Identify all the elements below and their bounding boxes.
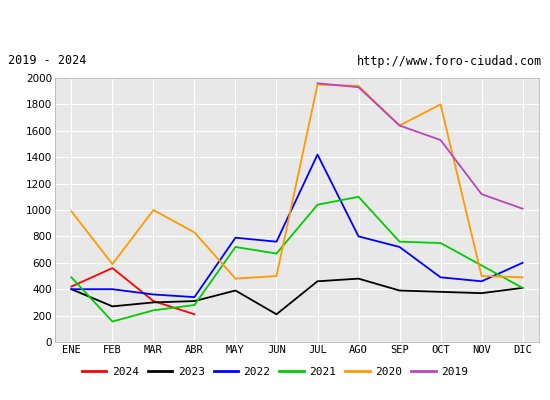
- Text: 2019 - 2024: 2019 - 2024: [8, 54, 86, 68]
- Text: http://www.foro-ciudad.com: http://www.foro-ciudad.com: [357, 54, 542, 68]
- Legend: 2024, 2023, 2022, 2021, 2020, 2019: 2024, 2023, 2022, 2021, 2020, 2019: [78, 362, 472, 382]
- Text: Evolucion Nº Turistas Nacionales en el municipio de Honrubia de la Cuesta: Evolucion Nº Turistas Nacionales en el m…: [0, 16, 550, 30]
